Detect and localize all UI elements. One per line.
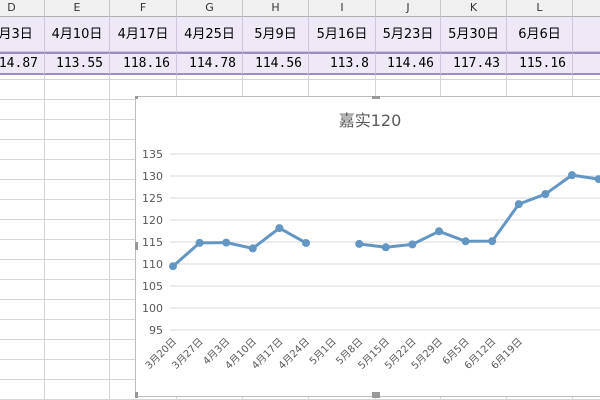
cell[interactable]: 117.43 xyxy=(441,52,507,75)
column-header[interactable]: K xyxy=(441,0,507,17)
y-tick-label: 100 xyxy=(142,302,163,315)
column-header[interactable]: D xyxy=(0,0,45,17)
data-point xyxy=(302,238,310,247)
y-tick-label: 110 xyxy=(142,258,163,271)
resize-handle[interactable] xyxy=(135,392,138,398)
data-point xyxy=(488,237,497,246)
cell[interactable] xyxy=(573,52,600,75)
data-point xyxy=(541,190,550,199)
column-header[interactable]: L xyxy=(507,0,573,17)
y-tick-label: 125 xyxy=(142,192,163,205)
cell[interactable]: 113.8 xyxy=(309,52,376,75)
cell[interactable]: 118.16 xyxy=(110,52,177,75)
cell[interactable]: 6月6日 xyxy=(507,17,573,52)
cell[interactable]: 4月10日 xyxy=(45,17,110,52)
chart[interactable]: 嘉实120 951001051101151201251301353月20日3月2… xyxy=(135,96,600,398)
y-tick-label: 120 xyxy=(142,214,163,227)
data-point xyxy=(594,175,600,184)
cell[interactable]: 114.87 xyxy=(0,52,45,75)
data-point xyxy=(514,200,523,209)
column-header[interactable]: E xyxy=(45,0,110,17)
y-tick-label: 135 xyxy=(142,148,163,161)
cell[interactable]: 4月25日 xyxy=(177,17,243,52)
data-point xyxy=(248,244,257,253)
data-point xyxy=(355,239,364,248)
cell[interactable]: 114.56 xyxy=(243,52,309,75)
column-gridline xyxy=(44,75,45,400)
column-header[interactable]: I xyxy=(309,0,376,17)
column-header[interactable] xyxy=(573,0,600,17)
data-point xyxy=(461,237,470,246)
cell[interactable] xyxy=(573,17,600,52)
cell[interactable]: 113.55 xyxy=(45,52,110,75)
cell[interactable]: 5月30日 xyxy=(441,17,507,52)
column-gridline xyxy=(109,75,110,400)
series-line xyxy=(172,173,599,268)
y-tick-label: 105 xyxy=(142,280,163,293)
cell[interactable]: 4月17日 xyxy=(110,17,177,52)
cell[interactable]: 5月9日 xyxy=(243,17,309,52)
resize-handle[interactable] xyxy=(135,96,138,99)
y-tick-label: 95 xyxy=(149,324,163,337)
data-point xyxy=(408,240,417,249)
data-point xyxy=(169,262,177,271)
data-point xyxy=(568,171,576,180)
column-header[interactable]: G xyxy=(177,0,243,17)
data-point xyxy=(222,238,231,247)
resize-handle[interactable] xyxy=(372,96,380,99)
data-point xyxy=(381,243,390,252)
column-header[interactable]: J xyxy=(376,0,441,17)
data-point xyxy=(435,227,443,236)
resize-handle[interactable] xyxy=(372,392,380,398)
data-point xyxy=(275,224,284,233)
cell[interactable]: 114.78 xyxy=(177,52,243,75)
column-header[interactable]: F xyxy=(110,0,177,17)
cell[interactable]: 5月23日 xyxy=(376,17,441,52)
y-tick-label: 130 xyxy=(142,170,163,183)
data-point xyxy=(195,238,204,247)
chart-title: 嘉实120 xyxy=(339,111,402,130)
cell[interactable]: 4月3日 xyxy=(0,17,45,52)
cell[interactable]: 115.16 xyxy=(507,52,573,75)
resize-handle[interactable] xyxy=(135,242,138,250)
cell[interactable]: 114.46 xyxy=(376,52,441,75)
y-tick-label: 115 xyxy=(142,236,163,249)
column-header[interactable]: H xyxy=(243,0,309,17)
cell[interactable]: 5月16日 xyxy=(309,17,376,52)
